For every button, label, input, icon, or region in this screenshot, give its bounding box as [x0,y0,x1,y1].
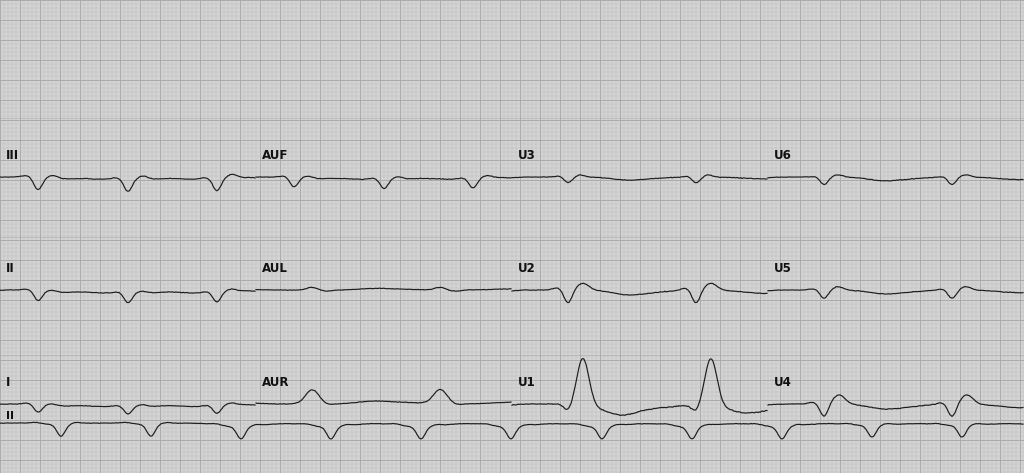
Text: U4: U4 [774,376,792,389]
Text: III: III [6,149,19,162]
Text: U5: U5 [774,262,792,275]
Text: U1: U1 [518,376,536,389]
Text: U2: U2 [518,262,536,275]
Text: AUR: AUR [262,376,290,389]
Text: U3: U3 [518,149,536,162]
Text: I: I [6,376,10,389]
Text: U6: U6 [774,149,792,162]
Text: AUF: AUF [262,149,289,162]
Text: AUL: AUL [262,262,288,275]
Text: II: II [6,411,14,421]
Text: II: II [6,262,14,275]
